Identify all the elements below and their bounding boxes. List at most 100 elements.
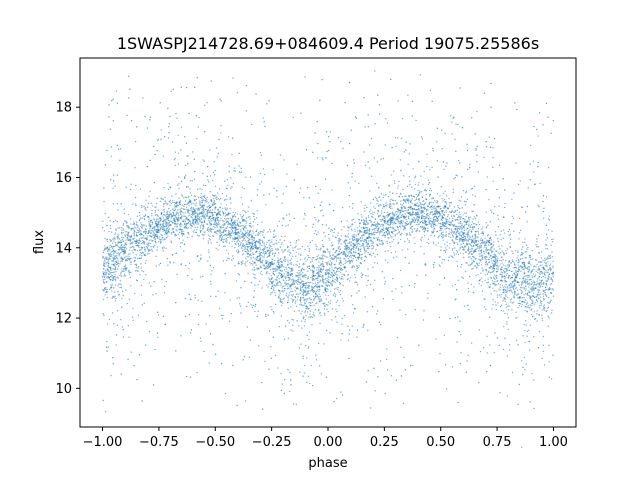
data-point xyxy=(464,204,467,206)
data-point xyxy=(445,222,448,224)
data-point xyxy=(548,276,550,278)
data-point xyxy=(530,314,533,316)
data-point xyxy=(115,229,117,231)
data-point xyxy=(533,280,535,282)
data-point xyxy=(534,296,536,298)
data-point xyxy=(550,277,552,279)
data-point xyxy=(234,221,237,223)
data-point xyxy=(208,256,211,258)
data-point xyxy=(299,304,301,306)
data-point xyxy=(255,248,258,250)
data-point xyxy=(285,270,287,273)
data-point xyxy=(220,234,223,236)
data-point xyxy=(146,243,148,245)
data-point xyxy=(183,205,185,208)
data-point xyxy=(107,269,109,272)
data-point xyxy=(252,232,254,234)
data-point xyxy=(540,280,543,282)
data-point xyxy=(142,252,145,254)
data-point xyxy=(514,282,516,285)
data-point xyxy=(416,228,419,230)
data-point xyxy=(117,241,120,243)
data-point xyxy=(324,272,327,274)
data-point xyxy=(328,276,330,278)
data-point xyxy=(242,239,244,242)
data-point xyxy=(449,236,452,239)
data-point xyxy=(133,230,136,232)
data-point xyxy=(391,207,393,209)
data-point xyxy=(324,255,326,257)
data-point xyxy=(132,227,134,229)
data-point xyxy=(465,212,468,214)
data-point xyxy=(538,289,540,291)
data-point xyxy=(103,261,105,263)
data-point xyxy=(175,214,177,216)
data-point xyxy=(504,267,506,270)
data-point xyxy=(340,267,343,270)
data-point xyxy=(546,271,548,274)
data-point xyxy=(106,238,109,241)
data-point xyxy=(276,281,279,284)
data-point xyxy=(135,266,137,269)
data-point xyxy=(300,312,302,315)
data-point xyxy=(537,272,539,274)
data-point xyxy=(298,263,301,265)
data-point xyxy=(130,261,132,263)
data-point xyxy=(113,264,116,267)
data-point xyxy=(262,249,264,252)
data-point xyxy=(506,305,509,307)
data-point xyxy=(425,213,428,216)
data-point xyxy=(106,323,109,325)
data-point xyxy=(505,303,507,305)
data-point xyxy=(521,282,523,284)
data-point xyxy=(354,234,356,236)
data-point xyxy=(552,238,554,241)
data-point xyxy=(234,233,236,236)
data-point xyxy=(302,317,305,320)
data-point xyxy=(404,226,406,229)
data-point xyxy=(535,299,538,302)
data-point xyxy=(429,213,431,216)
data-point xyxy=(213,197,215,200)
data-point xyxy=(372,244,374,247)
data-point xyxy=(204,200,207,202)
data-point xyxy=(215,195,217,197)
data-point xyxy=(318,265,320,267)
data-point xyxy=(221,219,223,222)
data-point xyxy=(323,250,325,253)
data-point xyxy=(494,262,496,264)
data-point xyxy=(270,249,272,251)
data-point xyxy=(159,239,162,241)
data-point xyxy=(115,270,117,273)
data-point xyxy=(133,237,135,240)
data-point xyxy=(313,299,315,301)
data-point xyxy=(469,250,472,253)
data-point xyxy=(290,258,293,260)
data-point xyxy=(484,244,486,247)
data-point xyxy=(175,217,178,219)
data-point xyxy=(259,272,262,274)
data-point xyxy=(164,233,166,235)
data-point xyxy=(473,216,475,218)
data-point xyxy=(368,211,371,213)
data-point xyxy=(418,199,421,201)
data-point xyxy=(442,223,445,225)
data-point xyxy=(266,250,269,252)
data-point xyxy=(265,263,267,265)
data-point xyxy=(457,243,459,246)
data-point xyxy=(140,257,143,259)
data-point xyxy=(140,230,142,232)
data-point xyxy=(326,287,328,290)
data-point xyxy=(502,289,505,292)
data-point xyxy=(394,235,396,237)
data-point xyxy=(124,252,127,254)
data-point xyxy=(219,234,221,236)
data-point xyxy=(403,228,405,230)
data-point xyxy=(194,226,196,229)
data-point xyxy=(247,230,249,232)
data-point xyxy=(158,236,161,238)
data-point xyxy=(509,289,512,291)
data-point xyxy=(178,197,180,199)
data-point xyxy=(373,231,375,234)
